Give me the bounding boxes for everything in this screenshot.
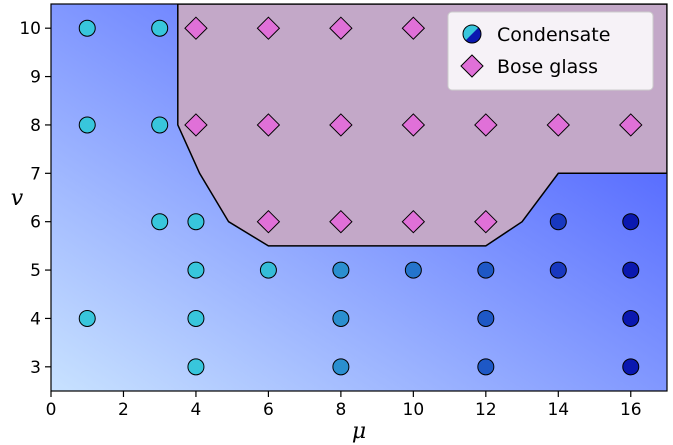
condensate-point	[78, 116, 96, 134]
x-tick-label: 14	[547, 400, 569, 420]
bose-glass-point	[401, 16, 426, 40]
legend-diamond	[460, 54, 484, 78]
x-tick-label: 2	[118, 400, 129, 420]
x-tick-label: 6	[263, 400, 274, 420]
condensate-point	[332, 309, 350, 327]
y-tick-label: 6	[30, 213, 41, 233]
condensate-point	[187, 309, 205, 327]
condensate-point	[78, 309, 96, 327]
condensate-point	[477, 261, 495, 279]
y-tick-label: 4	[30, 309, 41, 329]
condensate-point	[477, 358, 495, 376]
bose-glass-point	[256, 209, 281, 234]
condensate-point	[78, 19, 96, 37]
legend: Condensate Bose glass	[447, 11, 654, 91]
bose-glass-point	[184, 113, 208, 137]
legend-label-bose-glass: Bose glass	[497, 56, 598, 78]
y-tick-label: 8	[30, 116, 41, 136]
x-axis: 0 2 4 6 8 10 12 14 16	[46, 391, 642, 420]
condensate-point	[622, 358, 640, 376]
x-axis-label: μ	[352, 419, 366, 444]
y-tick-label: 9	[30, 68, 41, 88]
bose-glass-point	[329, 113, 353, 137]
bose-glass-point	[256, 16, 281, 40]
legend-box	[447, 11, 654, 91]
x-tick-label: 10	[403, 400, 425, 420]
x-tick-label: 12	[475, 400, 497, 420]
condensate-point	[477, 309, 495, 327]
y-tick-label: 7	[30, 164, 41, 184]
legend-marker-bose-glass	[460, 54, 484, 78]
x-tick-label: 4	[191, 400, 202, 420]
condensate-point	[151, 213, 169, 231]
y-tick-label: 3	[30, 358, 41, 378]
bose-glass-point	[474, 113, 498, 137]
legend-marker-half-light	[463, 25, 479, 41]
condensate-point	[622, 261, 640, 279]
condensate-point	[332, 358, 350, 376]
y-tick-label: 5	[30, 261, 41, 281]
condensate-point	[187, 261, 205, 279]
condensate-point	[622, 213, 640, 231]
x-tick-label: 16	[620, 400, 642, 420]
bose-glass-point	[256, 113, 281, 137]
plot-frame	[50, 3, 668, 392]
bose-glass-point	[184, 16, 208, 40]
legend-label-condensate: Condensate	[497, 24, 610, 46]
y-axis-label: v	[11, 186, 24, 211]
condensate-point	[332, 261, 350, 279]
bose-glass-point	[401, 209, 426, 234]
x-tick-label: 0	[46, 400, 57, 420]
bose-glass-point	[474, 209, 498, 234]
condensate-point	[187, 358, 205, 376]
y-axis: 3 4 5 6 7 8 9 10	[19, 19, 51, 378]
bose-glass-point	[401, 113, 426, 137]
data-points	[78, 16, 643, 376]
bose-glass-point	[329, 209, 353, 234]
condensate-point	[187, 213, 205, 231]
condensate-point	[549, 261, 567, 279]
condensate-point	[151, 116, 169, 134]
condensate-point	[622, 309, 640, 327]
y-tick-label: 10	[19, 19, 41, 39]
condensate-point	[259, 261, 277, 279]
condensate-point	[549, 213, 567, 231]
bose-glass-point	[329, 16, 353, 40]
condensate-point	[151, 19, 169, 37]
legend-marker-condensate	[462, 24, 482, 44]
x-tick-label: 8	[335, 400, 346, 420]
bose-glass-point	[546, 113, 571, 137]
bose-glass-point	[619, 113, 643, 137]
legend-marker-outline	[462, 24, 482, 44]
condensate-point	[404, 261, 422, 279]
